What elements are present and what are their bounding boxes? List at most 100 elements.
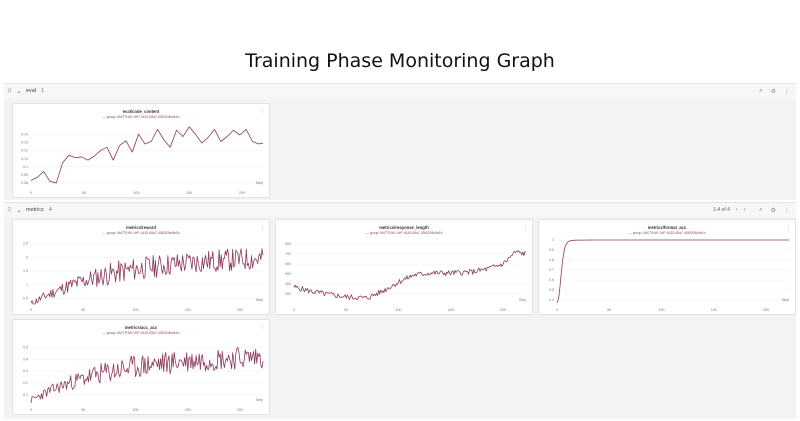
chart-svg: 300 400 500 600 700 800 0 50 100 150 200 Step — [285, 242, 527, 312]
section-count: 1 — [41, 88, 45, 94]
chart-legend: — group: MATTHW-1HP-h152-69a7-45f0208c5e… — [102, 231, 180, 235]
x-tick-label: 50 — [344, 308, 348, 312]
y-tick-label: 0.7 — [549, 268, 554, 272]
x-tick-label: 100 — [133, 308, 139, 312]
x-tick-label: 100 — [659, 308, 665, 312]
y-tick-label: 400 — [285, 282, 291, 286]
chart-panel-eval-code-content: eval/code_content — group: MATTHW-1HP-h15… — [12, 103, 270, 198]
chart-svg: 0.08 0.1 0.12 0.14 0.09 0.11 0.13 0 50 100 150 200 S… — [21, 126, 264, 195]
y-tick-label: 0.5 — [549, 288, 554, 292]
x-axis-label: Step — [256, 398, 263, 402]
x-axis-label: Step — [256, 298, 263, 302]
chart-legend: — group: MATTHW-1HP-h152-69a7-45f0208c5e… — [102, 331, 180, 335]
pager-label: 1-4 of 4 — [712, 207, 730, 213]
y-tick-label: 0.1 — [23, 393, 28, 397]
kebab-icon[interactable]: ⋮ — [523, 225, 528, 231]
y-tick-label: 0.09 — [21, 173, 28, 177]
drag-handle-icon[interactable]: ⠿ — [7, 88, 11, 95]
chevron-left-icon[interactable]: ‹ — [735, 207, 738, 213]
x-tick-label: 50 — [81, 308, 85, 312]
y-tick-label: 0.08 — [21, 181, 28, 185]
y-tick-label: 800 — [285, 242, 291, 246]
x-tick-label: 0 — [293, 308, 295, 312]
y-tick-label: 0.9 — [549, 248, 554, 252]
page-title: Training Phase Monitoring Graph — [245, 50, 555, 72]
y-tick-label: 0.5 — [23, 297, 28, 301]
kebab-icon[interactable]: ⋮ — [786, 225, 791, 231]
y-tick-label: 0.6 — [549, 278, 554, 282]
chart-legend: — group: MATTHW-1HP-h152-69a7-45f0208c5e… — [102, 115, 180, 119]
drag-handle-icon[interactable]: ⠿ — [7, 207, 11, 214]
x-tick-label: 50 — [607, 308, 611, 312]
x-axis-label: Step — [782, 298, 789, 302]
x-tick-label: 200 — [763, 308, 769, 312]
x-tick-label: 200 — [239, 191, 245, 195]
chart-panel-metrics-format-acc: metrics/format_acc — group: MATTHW-1HP-h1… — [538, 219, 796, 315]
y-tick-label: 1 — [26, 283, 28, 287]
search-icon[interactable]: ⌕ — [759, 206, 763, 213]
x-tick-label: 200 — [237, 408, 243, 412]
y-tick-label: 0.5 — [23, 346, 28, 350]
chart-title: eval/code_content — [122, 109, 160, 114]
kebab-icon[interactable]: ⋮ — [260, 109, 265, 115]
x-axis-label: Step — [519, 298, 526, 302]
chart-svg: 0.1 0.2 0.3 0.4 0.5 0 50 100 150 200 Step — [23, 346, 264, 412]
section-body-eval: eval/code_content — group: MATTHW-1HP-h15… — [4, 98, 796, 200]
chart-svg: 0.4 0.5 0.6 0.7 0.8 0.9 1 0 50 100 150 200 Step — [549, 238, 789, 312]
y-tick-label: 0.8 — [549, 258, 554, 262]
y-tick-label: 0.3 — [23, 369, 28, 373]
y-tick-label: 1.5 — [23, 269, 28, 273]
x-tick-label: 100 — [396, 308, 402, 312]
y-tick-label: 0.1 — [23, 165, 28, 169]
x-tick-label: 50 — [82, 191, 86, 195]
kebab-icon[interactable]: ⋮ — [260, 225, 265, 231]
chart-title: metrics/acc_acc — [124, 325, 158, 330]
kebab-icon[interactable]: ⋮ — [260, 325, 265, 331]
y-tick-label: 0.14 — [21, 132, 28, 136]
chart-legend: — group: MATTHW-1HP-h152-69a7-45f0208c5e… — [365, 231, 443, 235]
y-tick-label: 2 — [26, 255, 28, 259]
chart-panel-metrics-acc-acc: metrics/acc_acc — group: MATTHW-1HP-h152-… — [12, 319, 270, 415]
y-tick-label: 600 — [285, 262, 291, 266]
x-tick-label: 150 — [448, 308, 454, 312]
y-tick-label: 0.13 — [21, 141, 28, 145]
section-count: 4 — [48, 207, 52, 213]
section-header-eval[interactable]: ⠿ ⌄ eval 1 ⌕ ⚙ ⋮ — [4, 83, 796, 98]
x-tick-label: 0 — [30, 408, 32, 412]
x-axis-label: Step — [256, 181, 263, 185]
series-line[interactable] — [30, 346, 264, 404]
section-header-metrics[interactable]: ⠿ ⌄ metrics 4 1-4 of 4 ‹ › ⌕ ⚙ ⋮ — [4, 202, 796, 217]
chart-legend: — group: MATTHW-1HP-h152-69a7-45f0208c5e… — [628, 231, 706, 235]
section-name: metrics — [26, 207, 44, 213]
kebab-icon[interactable]: ⋮ — [784, 207, 790, 214]
gear-icon[interactable]: ⚙ — [770, 88, 776, 95]
y-tick-label: 300 — [285, 292, 291, 296]
series-line[interactable] — [556, 239, 789, 304]
x-tick-label: 0 — [556, 308, 558, 312]
x-tick-label: 150 — [185, 308, 191, 312]
x-tick-label: 200 — [500, 308, 506, 312]
x-tick-label: 150 — [711, 308, 717, 312]
series-line[interactable] — [30, 126, 264, 184]
x-tick-label: 0 — [30, 308, 32, 312]
x-tick-label: 100 — [133, 191, 139, 195]
y-tick-label: 0.4 — [549, 298, 554, 302]
x-tick-label: 150 — [186, 191, 192, 195]
x-tick-label: 150 — [185, 408, 191, 412]
series-line[interactable] — [30, 248, 264, 305]
search-icon[interactable]: ⌕ — [759, 87, 763, 94]
x-tick-label: 100 — [133, 408, 139, 412]
chevron-down-icon[interactable]: ⌄ — [16, 88, 22, 95]
chart-panel-metrics-response-length: metrics/response_length — group: MATTHW-1… — [275, 219, 533, 315]
chart-title: metrics/reward — [126, 225, 156, 230]
chart-panel-metrics-reward: metrics/reward — group: MATTHW-1HP-h152-6… — [12, 219, 270, 315]
y-tick-label: 2.5 — [23, 242, 28, 246]
x-tick-label: 0 — [30, 191, 32, 195]
gear-icon[interactable]: ⚙ — [770, 207, 776, 214]
section-body-metrics: metrics/reward — group: MATTHW-1HP-h152-6… — [4, 217, 796, 419]
series-line[interactable] — [293, 250, 527, 301]
chevron-down-icon[interactable]: ⌄ — [16, 207, 22, 214]
kebab-icon[interactable]: ⋮ — [784, 88, 790, 95]
y-tick-label: 0.11 — [21, 157, 28, 161]
chevron-right-icon[interactable]: › — [743, 207, 746, 213]
